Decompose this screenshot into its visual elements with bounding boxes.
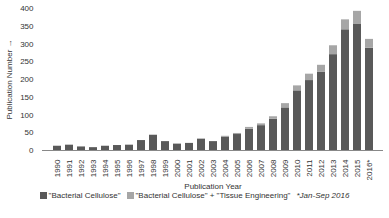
- html-text:*Jan-Sep 2016: *Jan-Sep 2016: [296, 191, 350, 200]
- svg-text:200: 200: [20, 75, 34, 84]
- svg-text:1991: 1991: [65, 159, 74, 177]
- svg-text:2007: 2007: [257, 159, 266, 177]
- svg-text:2014: 2014: [341, 159, 350, 177]
- svg-text:1997: 1997: [137, 159, 146, 177]
- svg-text:1995: 1995: [113, 159, 122, 177]
- svg-text:2003: 2003: [209, 159, 218, 177]
- svg-text:300: 300: [20, 40, 34, 49]
- svg-text:2008: 2008: [269, 159, 278, 177]
- svg-text:150: 150: [20, 93, 34, 102]
- svg-text:2010: 2010: [293, 159, 302, 177]
- svg-text:2006: 2006: [245, 159, 254, 177]
- svg-text:1996: 1996: [125, 159, 134, 177]
- svg-text:2004: 2004: [221, 159, 230, 177]
- svg-text:1999: 1999: [161, 159, 170, 177]
- svg-text:2011: 2011: [305, 159, 314, 177]
- svg-text:2002: 2002: [197, 159, 206, 177]
- svg-text:100: 100: [20, 111, 34, 120]
- svg-text:1994: 1994: [101, 159, 110, 177]
- svg-text:1998: 1998: [149, 159, 158, 177]
- svg-text:1992: 1992: [77, 159, 86, 177]
- svg-text:2001: 2001: [185, 159, 194, 177]
- svg-text:2012: 2012: [317, 159, 326, 177]
- svg-text:2015: 2015: [353, 159, 362, 177]
- svg-text:2000: 2000: [173, 159, 182, 177]
- svg-text:250: 250: [20, 57, 34, 66]
- html-text:"Bacterial Cellulose": "Bacterial Cellulose": [48, 191, 121, 200]
- svg-text:2009: 2009: [281, 159, 290, 177]
- svg-text:400: 400: [20, 4, 34, 13]
- svg-text:1990: 1990: [53, 159, 62, 177]
- html-text:"Bacterial Cellulose" + "Tissu: "Bacterial Cellulose" + "Tissue Engineer…: [135, 191, 291, 200]
- svg-text:350: 350: [20, 22, 34, 31]
- svg-text:0: 0: [29, 146, 34, 155]
- svg-text:Publication Number →: Publication Number →: [5, 39, 14, 119]
- svg-text:2005: 2005: [233, 159, 242, 177]
- svg-text:50: 50: [25, 128, 34, 137]
- svg-text:2013: 2013: [329, 159, 338, 177]
- svg-text:2016*: 2016*: [365, 160, 374, 181]
- svg-text:1993: 1993: [89, 159, 98, 177]
- svg-text:Publication Year: Publication Year: [184, 182, 242, 191]
